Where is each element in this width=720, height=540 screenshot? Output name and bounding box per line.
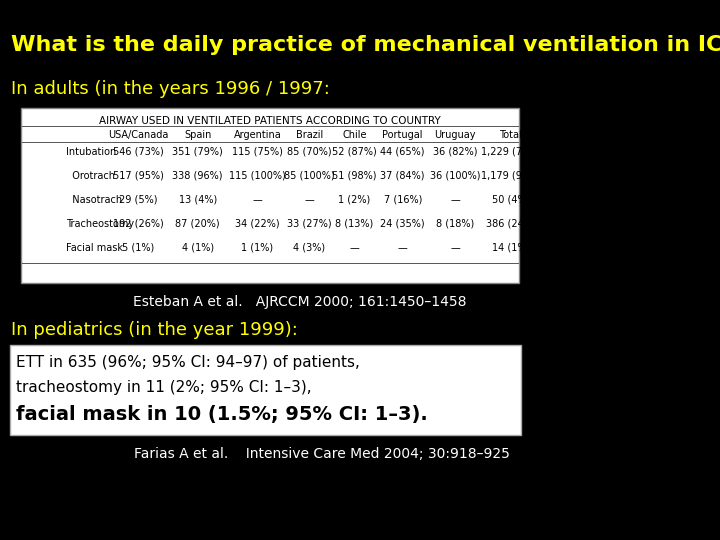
Text: 4 (3%): 4 (3%) (294, 243, 325, 253)
Text: —: — (253, 195, 262, 205)
Text: 85 (70%): 85 (70%) (287, 147, 332, 157)
Text: 351 (79%): 351 (79%) (172, 147, 223, 157)
Text: tracheostomy in 11 (2%; 95% CI: 1–3),: tracheostomy in 11 (2%; 95% CI: 1–3), (17, 380, 312, 395)
Text: Orotrach: Orotrach (66, 171, 114, 181)
Text: 115 (100%): 115 (100%) (229, 171, 286, 181)
Text: 24 (35%): 24 (35%) (380, 219, 425, 229)
Text: —: — (398, 243, 408, 253)
Text: 33 (27%): 33 (27%) (287, 219, 332, 229)
Text: 34 (22%): 34 (22%) (235, 219, 279, 229)
Text: Brazil: Brazil (296, 130, 323, 140)
Text: 4 (1%): 4 (1%) (181, 243, 214, 253)
Text: 52 (87%): 52 (87%) (332, 147, 377, 157)
Text: 1,179 (96%): 1,179 (96%) (481, 171, 541, 181)
Text: 1 (2%): 1 (2%) (338, 195, 370, 205)
Text: Intubation: Intubation (66, 147, 116, 157)
Text: 192 (26%): 192 (26%) (112, 219, 163, 229)
Text: 8 (13%): 8 (13%) (335, 219, 374, 229)
Text: Tracheostomy: Tracheostomy (66, 219, 134, 229)
Text: 44 (65%): 44 (65%) (380, 147, 425, 157)
Text: 517 (95%): 517 (95%) (112, 171, 163, 181)
Text: facial mask in 10 (1.5%; 95% CI: 1–3).: facial mask in 10 (1.5%; 95% CI: 1–3). (17, 405, 428, 424)
Text: Portugal: Portugal (382, 130, 423, 140)
Text: Nasotrach: Nasotrach (66, 195, 122, 205)
Text: 14 (1%): 14 (1%) (492, 243, 530, 253)
Text: 29 (5%): 29 (5%) (119, 195, 157, 205)
Text: 50 (4%): 50 (4%) (492, 195, 530, 205)
Text: —: — (305, 195, 315, 205)
Text: 1,229 (75%): 1,229 (75%) (481, 147, 541, 157)
Text: AIRWAY USED IN VENTILATED PATIENTS ACCORDING TO COUNTRY: AIRWAY USED IN VENTILATED PATIENTS ACCOR… (99, 116, 441, 126)
Text: 546 (73%): 546 (73%) (112, 147, 163, 157)
Text: Total: Total (500, 130, 522, 140)
Text: 338 (96%): 338 (96%) (172, 171, 223, 181)
FancyBboxPatch shape (21, 108, 519, 283)
FancyBboxPatch shape (11, 345, 521, 435)
Text: In pediatrics (in the year 1999):: In pediatrics (in the year 1999): (12, 321, 298, 339)
Text: —: — (450, 243, 460, 253)
Text: 36 (100%): 36 (100%) (430, 171, 480, 181)
Text: 5 (1%): 5 (1%) (122, 243, 154, 253)
Text: 13 (4%): 13 (4%) (179, 195, 217, 205)
Text: 85 (100%): 85 (100%) (284, 171, 335, 181)
Text: What is the daily practice of mechanical ventilation in ICU: What is the daily practice of mechanical… (12, 35, 720, 55)
Text: 36 (82%): 36 (82%) (433, 147, 477, 157)
Text: Chile: Chile (342, 130, 366, 140)
Text: In adults (in the years 1996 / 1997:: In adults (in the years 1996 / 1997: (12, 80, 330, 98)
Text: 115 (75%): 115 (75%) (232, 147, 283, 157)
Text: 87 (20%): 87 (20%) (176, 219, 220, 229)
Text: 1 (1%): 1 (1%) (241, 243, 274, 253)
Text: USA/Canada: USA/Canada (108, 130, 168, 140)
Text: Facial mask: Facial mask (66, 243, 122, 253)
Text: 8 (18%): 8 (18%) (436, 219, 474, 229)
Text: 37 (84%): 37 (84%) (380, 171, 425, 181)
Text: ETT in 635 (96%; 95% CI: 94–97) of patients,: ETT in 635 (96%; 95% CI: 94–97) of patie… (17, 355, 360, 370)
Text: Farias A et al.    Intensive Care Med 2004; 30:918–925: Farias A et al. Intensive Care Med 2004;… (134, 447, 510, 461)
Text: Esteban A et al.   AJRCCM 2000; 161:1450–1458: Esteban A et al. AJRCCM 2000; 161:1450–1… (133, 295, 467, 309)
Text: Spain: Spain (184, 130, 212, 140)
Text: 51 (98%): 51 (98%) (332, 171, 377, 181)
Text: —: — (349, 243, 359, 253)
Text: 7 (16%): 7 (16%) (384, 195, 422, 205)
Text: 386 (24%): 386 (24%) (485, 219, 536, 229)
Text: Uruguay: Uruguay (434, 130, 476, 140)
Text: Argentina: Argentina (233, 130, 282, 140)
Text: —: — (450, 195, 460, 205)
